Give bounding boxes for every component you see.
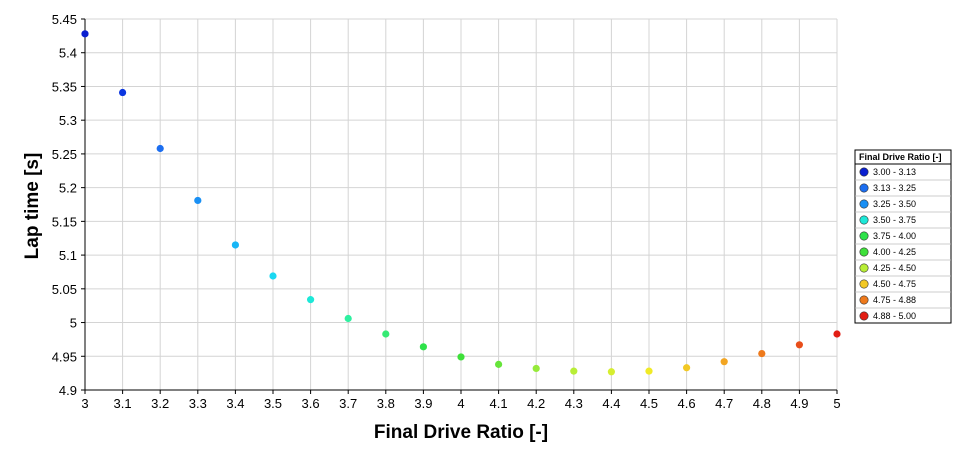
y-tick-label: 4.9 xyxy=(59,383,77,398)
x-tick-label: 5 xyxy=(833,396,840,411)
y-tick-label: 5.45 xyxy=(52,12,77,27)
data-point xyxy=(194,196,202,205)
legend-marker xyxy=(859,199,869,209)
legend-marker xyxy=(859,247,869,257)
x-tick-label: 3.2 xyxy=(151,396,169,411)
legend-entry-label: 3.25 - 3.50 xyxy=(873,199,916,209)
tick-labels: 3 3.1 3.2 3.3 3.4 3.5 3.6 3.7 3.8 3.9 4 4.1 4.2 4.3 4.… xyxy=(52,12,841,411)
legend-marker xyxy=(859,183,869,193)
data-point xyxy=(570,367,578,375)
x-tick-label: 4.8 xyxy=(753,396,771,411)
legend-frame xyxy=(854,149,952,324)
x-tick-label: 3.7 xyxy=(339,396,357,411)
x-tick-label: 4.3 xyxy=(565,396,583,411)
x-tick-label: 4.7 xyxy=(715,396,733,411)
y-tick-label: 5.15 xyxy=(52,214,77,229)
x-tick-label: 4.2 xyxy=(527,396,545,411)
legend-marker xyxy=(859,295,869,305)
x-tick-label: 3 xyxy=(81,396,88,411)
x-tick-label: 3.6 xyxy=(302,396,320,411)
legend-marker xyxy=(859,167,869,177)
data-point xyxy=(419,343,427,351)
data-points xyxy=(81,30,841,376)
x-axis-title: Final Drive Ratio [-] xyxy=(374,422,548,443)
y-tick-label: 4.95 xyxy=(52,349,77,364)
y-tick-label: 5.2 xyxy=(59,181,77,196)
data-point xyxy=(758,349,766,358)
y-tick-label: 5 xyxy=(70,316,77,331)
data-point xyxy=(795,341,804,349)
x-tick-label: 3.8 xyxy=(377,396,395,411)
x-tick-label: 3.9 xyxy=(414,396,432,411)
y-tick-label: 5.25 xyxy=(52,147,77,162)
data-point xyxy=(307,296,315,304)
data-point xyxy=(231,241,239,249)
data-point xyxy=(344,314,352,323)
x-tick-label: 4.9 xyxy=(790,396,808,411)
legend-title: Final Drive Ratio [-] xyxy=(859,152,942,162)
y-tick-label: 5.1 xyxy=(59,248,77,263)
data-point xyxy=(495,360,503,368)
data-point xyxy=(532,364,540,373)
x-tick-label: 4.1 xyxy=(490,396,508,411)
data-point xyxy=(81,30,89,38)
legend-entry-label: 4.88 - 5.00 xyxy=(873,311,916,321)
x-tick-label: 3.4 xyxy=(226,396,244,411)
legend-entry-label: 3.50 - 3.75 xyxy=(873,215,916,225)
legend-entry-label: 3.13 - 3.25 xyxy=(873,183,916,193)
data-point xyxy=(156,144,164,153)
x-tick-label: 4 xyxy=(457,396,464,411)
data-point xyxy=(269,272,277,280)
data-point xyxy=(645,367,653,375)
legend: Final Drive Ratio [-] 3.00 - 3.13 3.13 - … xyxy=(854,149,952,324)
legend-marker xyxy=(859,311,869,321)
x-tick-label: 4.6 xyxy=(678,396,696,411)
legend-entry-label: 4.75 - 4.88 xyxy=(873,295,916,305)
data-point xyxy=(683,364,691,372)
y-axis-title: Lap time [s] xyxy=(22,153,43,260)
data-point xyxy=(382,330,390,338)
data-point xyxy=(720,358,728,366)
legend-marker xyxy=(859,215,869,225)
legend-entry-label: 4.00 - 4.25 xyxy=(873,247,916,257)
y-tick-label: 5.35 xyxy=(52,79,77,94)
legend-marker xyxy=(859,263,869,273)
data-point xyxy=(119,88,127,97)
y-tick-label: 5.05 xyxy=(52,282,77,297)
legend-entry-label: 3.00 - 3.13 xyxy=(873,167,916,177)
x-tick-label: 3.3 xyxy=(189,396,207,411)
x-tick-label: 3.1 xyxy=(114,396,132,411)
grid-lines xyxy=(84,18,838,391)
data-point xyxy=(607,368,616,376)
axes xyxy=(81,18,838,394)
legend-marker xyxy=(859,279,869,289)
legend-marker xyxy=(859,231,869,241)
y-tick-label: 5.4 xyxy=(59,46,77,61)
legend-entry-label: 4.25 - 4.50 xyxy=(873,263,916,273)
legend-entries: 3.00 - 3.13 3.13 - 3.25 3.25 - 3.50 3.50 - … xyxy=(855,167,951,321)
x-tick-label: 3.5 xyxy=(264,396,282,411)
x-tick-label: 4.5 xyxy=(640,396,658,411)
data-point xyxy=(457,353,465,361)
x-tick-label: 4.4 xyxy=(602,396,620,411)
legend-entry-label: 4.50 - 4.75 xyxy=(873,279,916,289)
data-point xyxy=(833,330,841,338)
legend-entry-label: 3.75 - 4.00 xyxy=(873,231,916,241)
y-tick-label: 5.3 xyxy=(59,113,77,128)
